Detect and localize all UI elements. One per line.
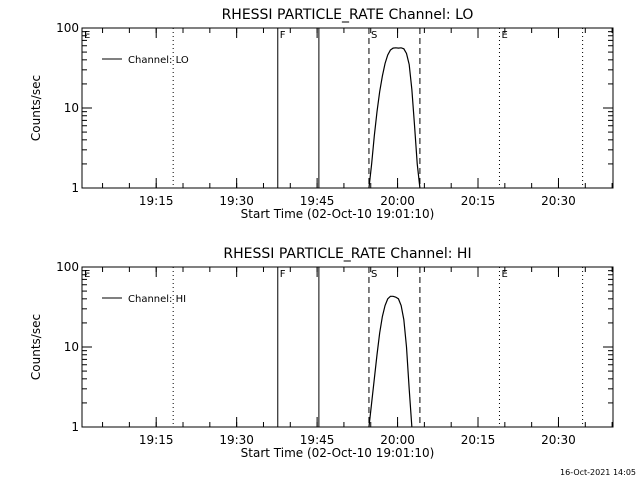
y-tick-label: 10 [64, 101, 79, 115]
x-tick-label: 19:45 [300, 194, 335, 208]
x-tick-label: 19:15 [139, 194, 174, 208]
y-tick-label: 10 [64, 340, 79, 354]
chart-title: RHESSI PARTICLE_RATE Channel: LO [222, 7, 474, 23]
x-tick-label: 20:30 [541, 194, 576, 208]
event-marker-label: F [280, 30, 286, 41]
data-series-line [368, 47, 421, 189]
x-tick-label: 19:15 [139, 433, 174, 447]
plot-frame [81, 27, 614, 189]
data-series-line [368, 295, 413, 428]
x-tick-label: 20:00 [380, 433, 415, 447]
x-tick-label: 19:30 [219, 194, 254, 208]
y-axis-label: Counts/sec [29, 75, 43, 141]
chart-title: RHESSI PARTICLE_RATE Channel: HI [223, 246, 471, 262]
x-axis-label: Start Time (02-Oct-10 19:01:10) [241, 446, 435, 460]
event-marker-label: E [84, 269, 90, 280]
event-marker-label: E [84, 30, 90, 41]
x-tick-label: 20:00 [380, 194, 415, 208]
y-tick-label: 1 [71, 420, 79, 434]
event-marker-label: E [501, 269, 507, 280]
event-marker-label: E [501, 30, 507, 41]
x-tick-label: 20:15 [461, 194, 496, 208]
event-marker-label: F [280, 269, 286, 280]
x-axis-label: Start Time (02-Oct-10 19:01:10) [241, 207, 435, 221]
legend-label: Channel: LO [128, 55, 189, 66]
y-tick-label: 100 [56, 21, 79, 35]
event-marker-label: S [371, 269, 377, 280]
y-tick-label: 100 [56, 260, 79, 274]
y-axis-label: Counts/sec [29, 314, 43, 380]
chart-panel-2: RHESSI PARTICLE_RATE Channel: HI 1 10 100 19… [29, 246, 614, 460]
y-tick-label: 1 [71, 181, 79, 195]
x-tick-label: 19:45 [300, 433, 335, 447]
legend-label: Channel: HI [128, 294, 186, 305]
x-tick-label: 19:30 [219, 433, 254, 447]
plot-frame [81, 266, 614, 428]
x-tick-label: 20:15 [461, 433, 496, 447]
event-marker-label: S [371, 30, 377, 41]
x-tick-label: 20:30 [541, 433, 576, 447]
generation-timestamp: 16-Oct-2021 14:05 [560, 468, 636, 477]
chart-panel-1: RHESSI PARTICLE_RATE Channel: LO 1 10 100 19… [29, 7, 614, 221]
